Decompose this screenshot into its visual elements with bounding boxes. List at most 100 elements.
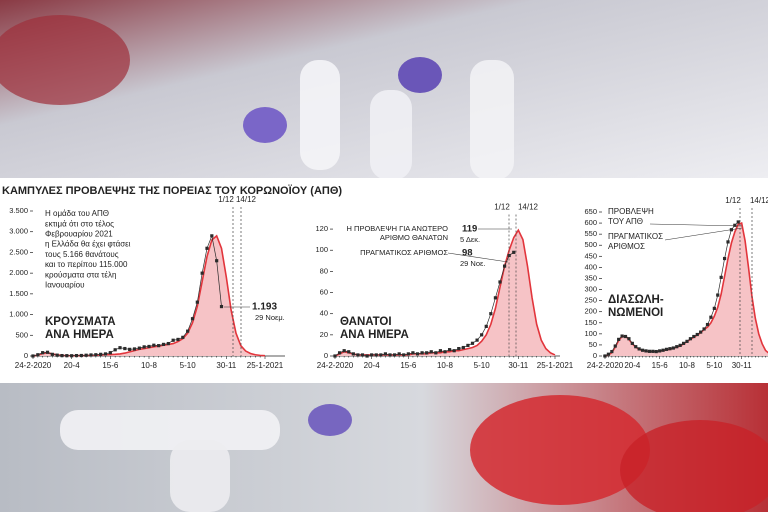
actual-point (709, 315, 713, 319)
actual-point (128, 347, 132, 351)
actual-point (705, 322, 710, 327)
actual-point (630, 341, 634, 345)
actual-point (695, 332, 699, 337)
actual-point (640, 348, 645, 352)
date-marker-label: 14/12 (236, 195, 257, 204)
forecast-area (605, 223, 768, 356)
annotation: ΑΡΙΘΜΟ ΘΑΝΑΤΩΝ (380, 233, 448, 242)
actual-point (103, 352, 108, 356)
chart-title: ΝΩΜΕΝΟΙ (608, 307, 663, 319)
actual-point (356, 353, 360, 357)
actual-point (388, 353, 392, 357)
actual-point (719, 275, 723, 279)
x-tick-label: 10-8 (437, 361, 454, 370)
actual-point (406, 352, 410, 356)
date-marker-label: 1/12 (218, 195, 234, 204)
actual-point (36, 353, 40, 357)
actual-point (94, 353, 98, 357)
y-tick-label: 3.500 (9, 206, 28, 215)
y-tick-label: 0 (593, 351, 597, 360)
chart-title: ΔΙΑΣΩΛΗ- (608, 294, 664, 306)
series-label: ΠΡΑΓΜΑΤΙΚΟΣ ΑΡΙΘΜΟΣ (608, 232, 664, 251)
actual-point (123, 346, 127, 351)
actual-point (383, 352, 388, 356)
actual-point (137, 346, 141, 350)
actual-point (493, 296, 498, 300)
actual-point (374, 353, 378, 357)
x-tick-label: 15-6 (400, 361, 417, 370)
chart-note: η Ελλάδα θα έχει φτάσει (45, 240, 131, 249)
x-tick-label: 20-4 (64, 361, 81, 370)
actual-point (675, 345, 679, 349)
actual-point (429, 350, 433, 354)
actual-point (466, 343, 470, 348)
x-tick-label: 5-10 (706, 361, 723, 370)
actual-point (651, 349, 655, 353)
actual-point (365, 354, 369, 358)
forecast-area (335, 230, 555, 356)
leader-line (447, 252, 509, 263)
actual-point (190, 317, 195, 321)
chart-title: ΑΝΑ ΗΜΕΡΑ (45, 329, 114, 341)
actual-point (644, 349, 648, 353)
actual-point (702, 327, 706, 331)
date-marker-label: 14/12 (518, 203, 539, 212)
x-tick-label: 30-11 (732, 361, 752, 370)
actual-point (688, 337, 693, 341)
actual-point (634, 345, 638, 349)
y-tick-label: 650 (584, 207, 597, 216)
actual-point (664, 347, 669, 351)
y-tick-label: 120 (315, 224, 328, 233)
actual-point (161, 342, 166, 346)
y-tick-label: 100 (315, 245, 328, 254)
actual-line (32, 234, 222, 357)
series-name: ΠΡΑΓΜΑΤΙΚΟΣ ΑΡΙΘΜΟΣ (608, 232, 664, 251)
x-tick-label: 5-10 (180, 361, 197, 370)
value-label: 1.193 (252, 302, 277, 313)
chart-note: Ιανουαρίου (45, 281, 84, 290)
actual-point (415, 352, 420, 356)
actual-point (438, 349, 443, 353)
x-tick-label: 30-11 (216, 361, 236, 370)
actual-point (333, 354, 337, 358)
y-tick-label: 40 (320, 309, 328, 318)
actual-point (397, 352, 401, 356)
y-tick-label: 400 (584, 262, 597, 271)
actual-point (60, 353, 64, 358)
annotation: 5 Δεκ. (460, 235, 480, 244)
chart-note: Η ομάδα του ΑΠΘ (45, 209, 109, 218)
date-marker-label: 1/12 (725, 196, 741, 205)
x-tick-label: 25-1-2021 (537, 361, 574, 370)
y-tick-label: 500 (15, 330, 28, 339)
y-tick-label: 20 (320, 330, 328, 339)
actual-point (176, 337, 180, 342)
y-tick-label: 300 (584, 285, 597, 294)
actual-point (74, 353, 79, 358)
chart-title: ΘΑΝΑΤΟΙ (340, 316, 392, 328)
actual-point (606, 352, 611, 356)
actual-point (205, 246, 209, 250)
actual-point (186, 329, 190, 333)
y-tick-label: 600 (584, 218, 597, 227)
actual-point (716, 293, 720, 297)
actual-point (195, 300, 199, 304)
x-tick-label: 5-10 (474, 361, 491, 370)
actual-point (627, 337, 631, 341)
y-tick-label: 250 (584, 296, 597, 305)
actual-point (379, 353, 383, 357)
actual-point (457, 346, 461, 351)
y-tick-label: 550 (584, 229, 597, 238)
leader-line (664, 227, 743, 241)
actual-point (681, 341, 686, 345)
actual-point (480, 333, 484, 337)
actual-point (603, 354, 607, 358)
value-label: 119 (462, 224, 477, 235)
actual-point (712, 306, 716, 310)
actual-point (461, 345, 465, 350)
actual-point (200, 271, 204, 275)
series-label: ΠΡΟΒΛΕΨΗ ΤΟΥ ΑΠΘ (608, 207, 654, 226)
chart-note: και το περίπου 115.000 (45, 260, 128, 269)
actual-point (685, 339, 689, 343)
actual-point (443, 350, 447, 354)
